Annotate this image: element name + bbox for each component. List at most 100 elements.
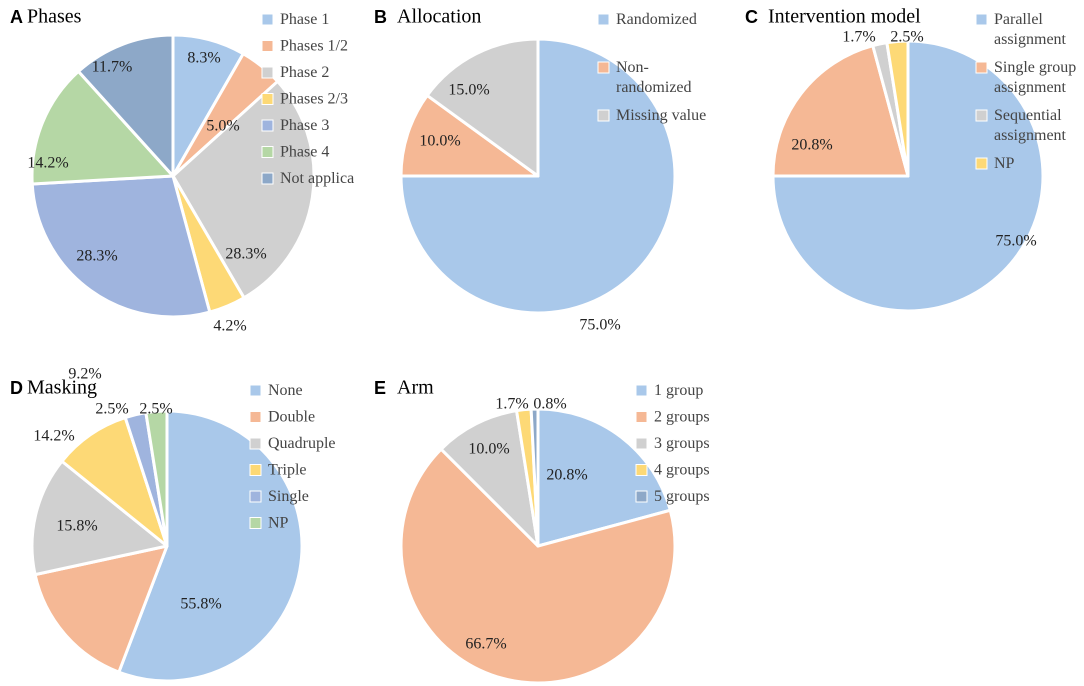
- pie-slice-quadruple: [30, 459, 169, 577]
- data-label-not-applica: 11.7%: [92, 59, 133, 76]
- legend-label-quadruple: Quadruple: [268, 435, 336, 452]
- data-label-4-groups: 1.7%: [495, 396, 528, 413]
- legend-label-parallel-assignment: Parallel assignment: [994, 11, 1067, 48]
- data-label-quadruple: 14.2%: [33, 428, 74, 445]
- pie-slice-phase-4: [30, 69, 175, 186]
- legend-label-5-groups: 5 groups: [654, 488, 710, 505]
- panel-letter-d: D: [10, 378, 23, 398]
- pie-panel-e: E Arm 20.8% 66.7% 10.0% 1.7% 0.8% 1 group 2 grou…: [374, 377, 710, 685]
- chart-title-phases: Phases: [27, 6, 82, 28]
- pie-panel-c: C Intervention model 75.0% 20.8% 1.7% 2.5% Par…: [745, 6, 1076, 313]
- panel-letter-c: C: [745, 7, 758, 27]
- legend-swatch-triple: [249, 464, 262, 476]
- legend-swatch-np: [975, 157, 988, 170]
- legend-swatch-phases-1-2: [261, 40, 274, 52]
- pie-panel-a: A Phases 8.3% 5.0% 28.3% 4.2% 28.3% 14.2% 11.7% P…: [10, 6, 354, 335]
- legend-swatch-missing-value: [597, 109, 610, 122]
- pie-slice-3-groups: [439, 409, 540, 548]
- legend-swatch-non-randomized: [597, 61, 610, 74]
- legend-label-1-group: 1 group: [654, 382, 703, 399]
- legend-label-single: Single: [268, 488, 309, 505]
- data-label-missing-value: 15.0%: [448, 82, 489, 99]
- legend-label-none: None: [268, 382, 303, 399]
- chart-title-intervention-model: Intervention model: [768, 6, 921, 28]
- legend-swatch-1-group: [635, 384, 648, 397]
- legend-swatch-phase-1: [261, 13, 274, 26]
- pie-slice-double: [33, 544, 169, 674]
- legend-swatch-4-groups: [635, 464, 648, 476]
- pie-slice-none: [117, 409, 304, 683]
- data-label-triple: 9.2%: [68, 366, 101, 383]
- legend-label-np: NP: [268, 514, 289, 531]
- legend-swatch-phase-3: [261, 119, 274, 132]
- data-label-2-groups: 66.7%: [465, 636, 506, 653]
- data-label-phase-4: 14.2%: [27, 155, 68, 172]
- legend-label-phase-4: Phase 4: [280, 143, 329, 160]
- legend-swatch-phase-4: [261, 146, 274, 158]
- legend-label-phase-3: Phase 3: [280, 117, 329, 134]
- legend-label-phases-2-3: Phases 2/3: [280, 90, 348, 107]
- legend-swatch-3-groups: [635, 437, 648, 450]
- legend-label-3-groups: 3 groups: [654, 435, 710, 452]
- legend-label-double: Double: [268, 408, 315, 425]
- pie-slice-randomized: [399, 37, 677, 315]
- data-label-phases-2-3: 4.2%: [213, 318, 246, 335]
- pie-slice-1-group: [536, 407, 672, 548]
- chart-title-allocation: Allocation: [397, 6, 481, 28]
- pie-slice-np: [885, 39, 910, 178]
- panel-letter-a: A: [10, 7, 23, 27]
- legend-label-4-groups: 4 groups: [654, 461, 710, 478]
- data-label-phase-1: 8.3%: [187, 50, 220, 67]
- chart-title-arm: Arm: [397, 377, 434, 399]
- data-label-np: 2.5%: [890, 29, 923, 46]
- panel-letter-b: B: [374, 7, 387, 27]
- legend-label-not-applica: Not applica: [280, 170, 354, 187]
- legend-swatch-double: [249, 411, 262, 423]
- data-label-randomized: 75.0%: [579, 317, 620, 334]
- legend-label-phase-2: Phase 2: [280, 64, 329, 81]
- legend-swatch-phases-2-3: [261, 93, 274, 105]
- legend-swatch-5-groups: [635, 490, 648, 503]
- legend-swatch-not-applica: [261, 172, 274, 185]
- legend-swatch-quadruple: [249, 437, 262, 450]
- data-label-non-randomized: 10.0%: [419, 133, 460, 150]
- data-label-phases-1-2: 5.0%: [206, 118, 239, 135]
- data-label-phase-3: 28.3%: [76, 248, 117, 265]
- legend-swatch-np: [249, 517, 262, 529]
- legend-swatch-sequential-assignment: [975, 109, 988, 122]
- pie-panel-b: B Allocation 75.0% 10.0% 15.0% Randomized Non-…: [374, 6, 706, 334]
- pie-slice-phase-3: [30, 174, 212, 319]
- legend-swatch-single: [249, 490, 262, 503]
- pie-panel-d: D Masking 55.8% 15.8% 14.2% 9.2% 2.5% 2.5% None D…: [10, 366, 336, 683]
- pie-slice-triple: [60, 416, 169, 548]
- legend-swatch-single-group-assignment: [975, 61, 988, 74]
- data-label-3-groups: 10.0%: [468, 441, 509, 458]
- legend-label-missing-value: Missing value: [616, 107, 706, 124]
- data-label-single-group-assignment: 20.8%: [791, 137, 832, 154]
- chart-title-masking: Masking: [27, 377, 97, 399]
- pie-slice-phase-2: [171, 79, 316, 300]
- data-label-single: 2.5%: [95, 401, 128, 418]
- legend-swatch-randomized: [597, 13, 610, 26]
- pie-slice-missing-value: [425, 37, 540, 178]
- legend-label-np: NP: [994, 155, 1015, 172]
- panel-letter-e: E: [374, 378, 386, 398]
- legend-swatch-phase-2: [261, 66, 274, 79]
- legend-swatch-2-groups: [635, 411, 648, 423]
- data-label-sequential-assignment: 1.7%: [842, 29, 875, 46]
- legend-label-2-groups: 2 groups: [654, 408, 710, 425]
- legend-label-phase-1: Phase 1: [280, 11, 329, 28]
- data-label-1-group: 20.8%: [546, 467, 587, 484]
- data-label-phase-2: 28.3%: [225, 246, 266, 263]
- data-label-double: 15.8%: [56, 518, 97, 535]
- legend-label-non-randomized: Non-randomized: [616, 59, 692, 96]
- legend-swatch-none: [249, 384, 262, 397]
- legend-label-triple: Triple: [268, 461, 307, 478]
- legend-label-sequential-assignment: Sequential assignment: [994, 107, 1067, 144]
- legend-swatch-parallel-assignment: [975, 13, 988, 26]
- data-label-np: 2.5%: [139, 401, 172, 418]
- legend-label-single-group-assignment: Single group assignment: [994, 59, 1076, 96]
- data-label-5-groups: 0.8%: [533, 396, 566, 413]
- pie-slice-np: [144, 409, 169, 548]
